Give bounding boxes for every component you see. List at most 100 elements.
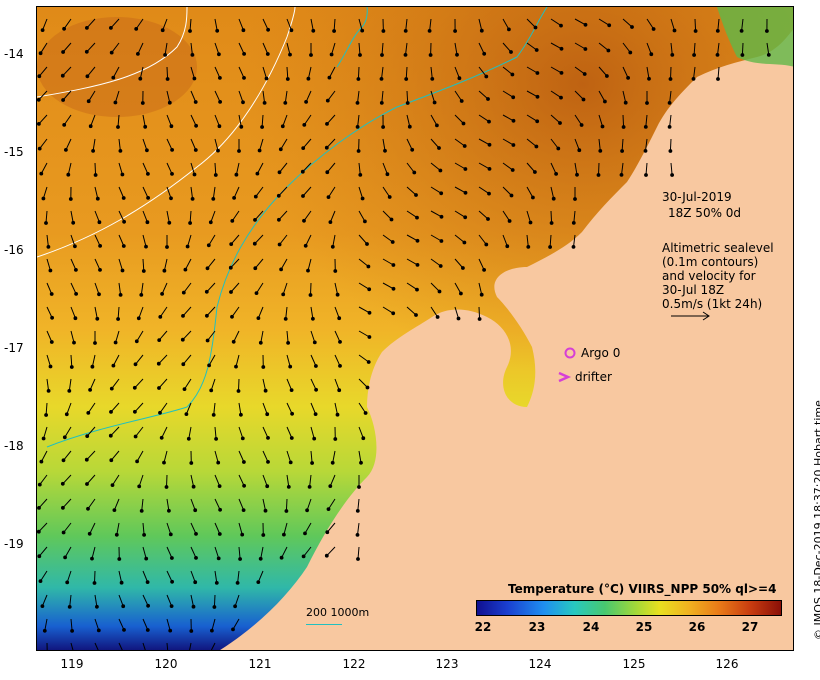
velocity-vector [116, 522, 120, 535]
velocity-vector [214, 114, 220, 127]
velocity-vector-head [186, 436, 191, 441]
velocity-vector [645, 162, 648, 176]
velocity-vector-head [558, 121, 562, 125]
velocity-vector-head [141, 269, 146, 273]
velocity-vector [382, 306, 394, 314]
velocity-vector [238, 402, 242, 415]
velocity-vector-head [160, 28, 165, 33]
velocity-vector-head [479, 28, 484, 33]
velocity-vector-head [113, 100, 118, 105]
velocity-vector [406, 138, 413, 151]
velocity-vector-head [134, 339, 139, 344]
velocity-vector [187, 234, 192, 247]
velocity-vector-head [120, 172, 125, 177]
velocity-vector [86, 450, 96, 461]
velocity-vector [190, 90, 197, 103]
velocity-vector [478, 66, 487, 77]
velocity-vector [717, 18, 720, 31]
velocity-vector [46, 234, 49, 247]
velocity-vector [110, 450, 120, 461]
velocity-vector-head [484, 242, 489, 247]
velocity-vector-head [598, 149, 603, 153]
velocity-vector-head [181, 362, 186, 367]
velocity-vector [502, 162, 513, 171]
velocity-vector-head [435, 315, 440, 319]
velocity-vector-head [391, 286, 396, 291]
velocity-vector-head [325, 170, 330, 175]
velocity-vector [550, 186, 555, 199]
velocity-vector [286, 474, 290, 487]
velocity-vector-head [61, 505, 65, 510]
velocity-vector [91, 354, 96, 367]
velocity-vector [232, 618, 240, 630]
velocity-vector [190, 546, 197, 559]
velocity-vector-head [302, 218, 306, 223]
velocity-vector-head [487, 119, 491, 124]
velocity-vector [262, 498, 266, 511]
velocity-vector [70, 306, 76, 319]
velocity-vector [454, 258, 464, 269]
velocity-vector [285, 498, 288, 512]
velocity-vector-head [630, 25, 634, 29]
velocity-vector-head [285, 77, 290, 81]
velocity-vector-head [44, 221, 48, 225]
velocity-vector-head [39, 171, 44, 176]
velocity-vector-head [170, 172, 174, 176]
velocity-vector [163, 450, 168, 463]
velocity-vector [334, 402, 338, 415]
velocity-vector [214, 90, 221, 103]
velocity-vector-head [182, 387, 187, 392]
velocity-vector-head [252, 241, 257, 246]
sst-map [37, 7, 793, 650]
velocity-vector [328, 186, 336, 198]
velocity-vector-head [357, 485, 361, 489]
ne-shelf [717, 7, 793, 67]
velocity-vector-head [284, 509, 289, 513]
velocity-vector-head [390, 240, 395, 244]
velocity-vector [142, 234, 147, 247]
velocity-vector-head [84, 49, 89, 54]
velocity-vector-head [277, 170, 282, 175]
velocity-vector [332, 450, 336, 463]
velocity-vector-head [266, 460, 270, 464]
velocity-vector [110, 426, 120, 437]
velocity-vector [357, 90, 360, 103]
velocity-vector [214, 138, 219, 151]
velocity-vector-head [559, 95, 563, 100]
velocity-vector-head [46, 245, 51, 249]
velocity-vector-head [113, 340, 118, 345]
velocity-vector [166, 114, 172, 127]
velocity-vector [139, 66, 144, 79]
velocity-vector-head [194, 532, 198, 536]
velocity-vector-head [288, 364, 293, 369]
velocity-vector-head [67, 389, 72, 393]
velocity-vector [190, 138, 197, 151]
velocity-vector [329, 474, 336, 487]
velocity-vector [598, 90, 606, 102]
velocity-vector [135, 18, 144, 30]
velocity-vector-head [571, 221, 576, 225]
velocity-vector [230, 234, 240, 245]
velocity-vector-head [327, 75, 332, 80]
velocity-vector-head [216, 460, 221, 465]
velocity-vector [138, 474, 144, 487]
velocity-vector [646, 66, 650, 79]
velocity-vector-head [551, 196, 556, 201]
velocity-vector-head [40, 28, 45, 33]
velocity-vector [46, 306, 53, 319]
sealevel-contour-2 [37, 7, 296, 258]
velocity-vector [214, 570, 218, 583]
velocity-vector-head [230, 314, 234, 319]
velocity-vector [66, 570, 72, 583]
velocity-vector-head [579, 123, 584, 127]
velocity-vector-head [333, 437, 338, 441]
velocity-vector-head [167, 508, 171, 513]
velocity-vector-head [338, 340, 342, 344]
velocity-vector-head [463, 167, 468, 171]
velocity-vector-head [276, 193, 281, 198]
velocity-vector-head [739, 29, 744, 33]
velocity-vector [206, 282, 216, 293]
velocity-vector-head [42, 628, 47, 633]
velocity-vector [550, 18, 562, 27]
velocity-vector-head [462, 144, 467, 148]
